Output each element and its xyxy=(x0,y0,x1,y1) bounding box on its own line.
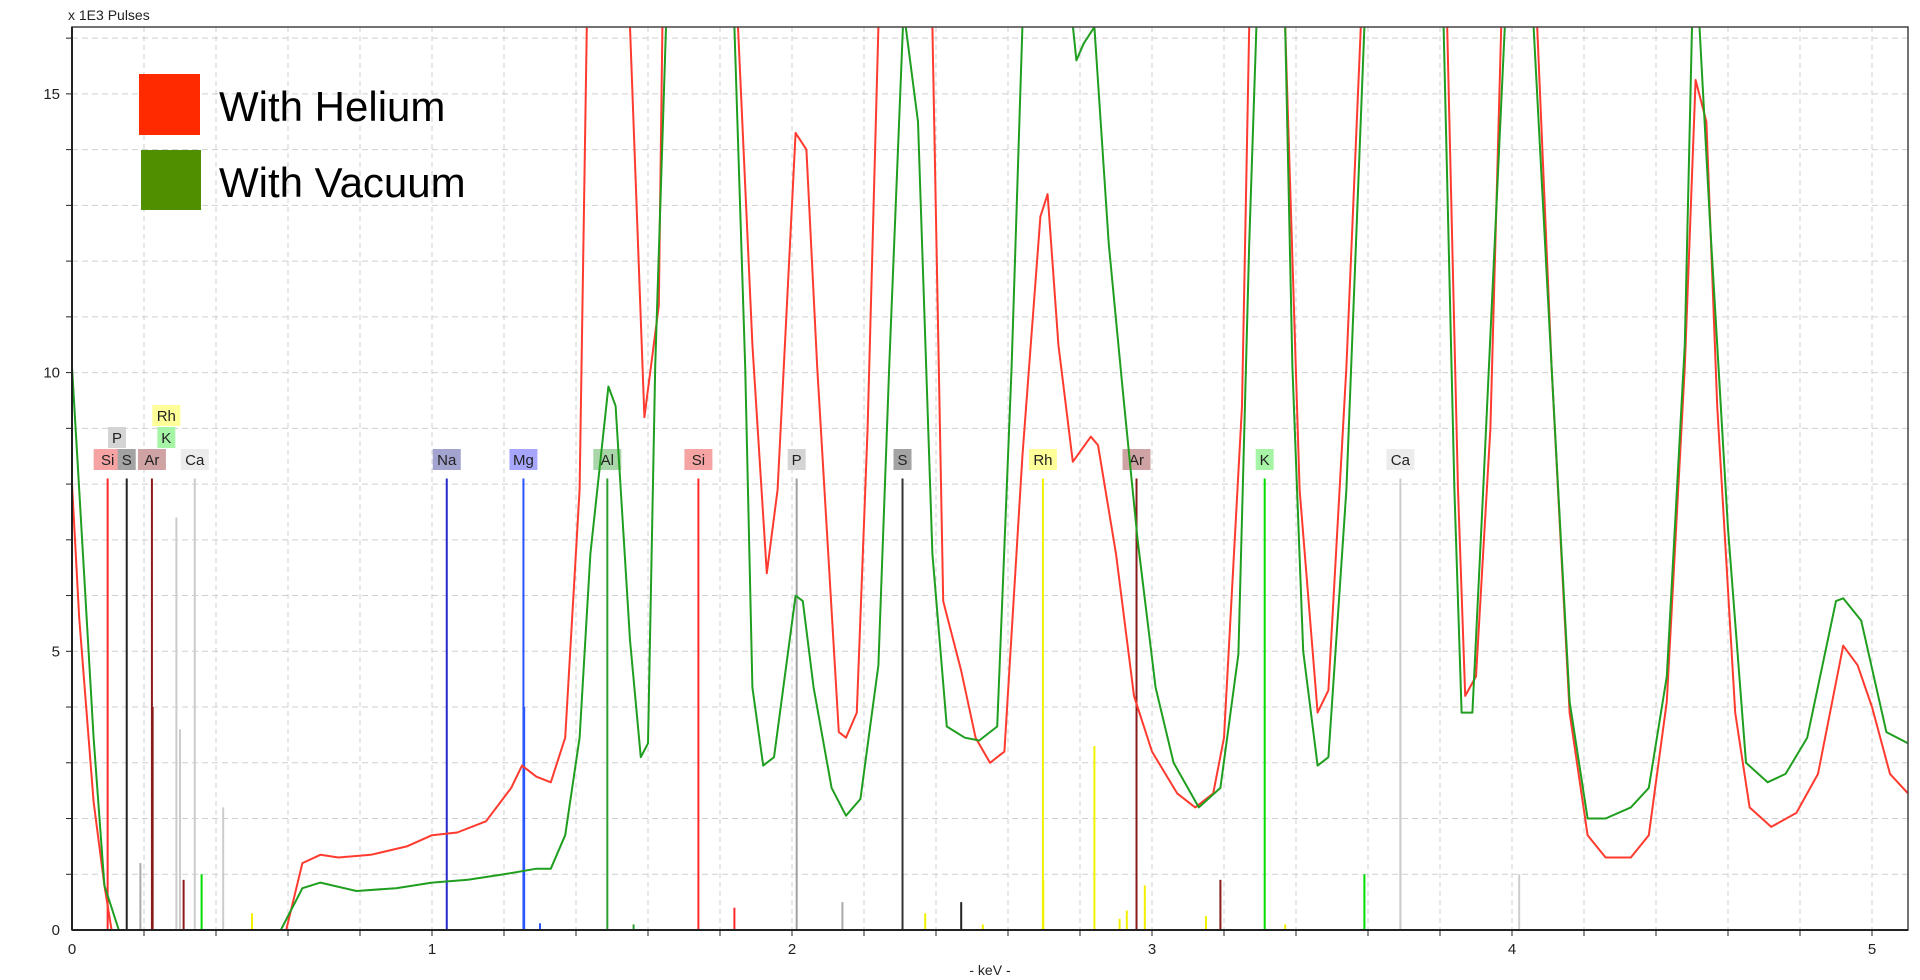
y-axis-label: x 1E3 Pulses xyxy=(68,7,150,23)
element-label: Na xyxy=(437,452,457,469)
legend-swatch-vacuum xyxy=(141,150,201,210)
element-tag-si xyxy=(684,449,713,470)
element-label: Ca xyxy=(1391,452,1411,469)
element-label: Si xyxy=(101,452,114,469)
element-tag-na xyxy=(432,449,461,470)
element-tag-rh xyxy=(152,405,181,426)
element-tag-k xyxy=(157,427,176,448)
y-tick-label: 15 xyxy=(43,86,60,103)
x-tick-label: 2 xyxy=(788,941,796,958)
element-tag-k xyxy=(1255,449,1274,470)
element-label: P xyxy=(792,452,802,469)
series-lines xyxy=(72,27,1908,930)
x-tick-label: 1 xyxy=(428,941,436,958)
element-tag-ca xyxy=(1386,449,1415,470)
element-label: Si xyxy=(692,452,705,469)
y-tick-label: 0 xyxy=(52,922,60,939)
element-label: K xyxy=(161,430,171,447)
element-tag-si xyxy=(93,449,122,470)
element-label: Rh xyxy=(157,408,176,425)
series-line-helium xyxy=(72,27,1908,930)
element-tag-rh xyxy=(1028,449,1057,470)
element-tag-p xyxy=(787,449,806,470)
legend-label-helium: With Helium xyxy=(219,83,445,130)
element-label: S xyxy=(898,452,908,469)
element-label: Rh xyxy=(1033,452,1052,469)
element-label: S xyxy=(122,452,132,469)
legend-swatch-helium xyxy=(139,74,200,135)
element-tag-ca xyxy=(180,449,209,470)
element-label: Mg xyxy=(513,452,534,469)
x-tick-label: 4 xyxy=(1508,941,1516,958)
element-tag-ar xyxy=(137,449,166,470)
element-label: Ar xyxy=(1129,452,1144,469)
x-axis-label: - keV - xyxy=(969,962,1011,978)
x-tick-label: 0 xyxy=(68,941,76,958)
y-tick-label: 5 xyxy=(52,643,60,660)
x-tick-label: 5 xyxy=(1868,941,1876,958)
element-tag-s xyxy=(893,449,912,470)
element-tag-mg xyxy=(509,449,538,470)
y-tick-label: 10 xyxy=(43,365,60,382)
element-tag-s xyxy=(117,449,136,470)
element-tag-p xyxy=(108,427,126,448)
legend-label-vacuum: With Vacuum xyxy=(219,159,466,206)
legend: With Helium With Vacuum xyxy=(139,74,466,210)
grid xyxy=(72,27,1908,930)
element-label: K xyxy=(1260,452,1270,469)
element-label: Al xyxy=(601,452,614,469)
x-tick-label: 3 xyxy=(1148,941,1156,958)
element-label: Ca xyxy=(185,452,205,469)
axes: 0 1 2 3 4 5 0 5 10 15 xyxy=(43,26,1909,958)
element-label: P xyxy=(112,430,122,447)
series-line-vacuum xyxy=(72,27,1908,930)
element-label: Ar xyxy=(144,452,159,469)
